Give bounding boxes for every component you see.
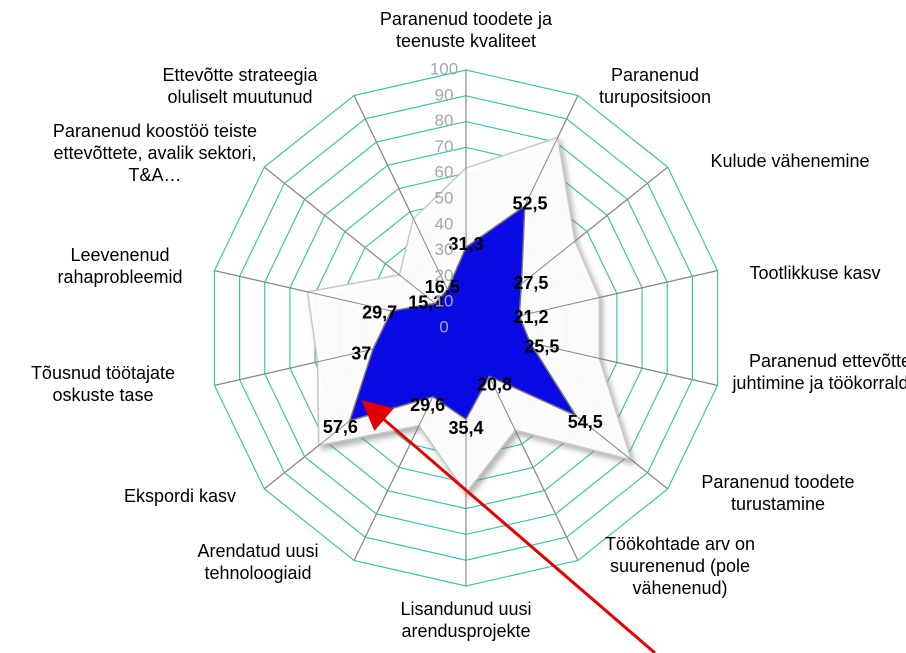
category-label: Ettevõtte strateegia oluliselt muutunud (162, 65, 318, 107)
category-label: Arendatud uusi tehnoloogiaid (197, 541, 319, 583)
r-tick-label: 50 (435, 188, 454, 207)
data-label: 29,6 (410, 395, 445, 415)
data-label: 15,3 (408, 292, 443, 312)
data-label: 29,7 (362, 302, 397, 322)
data-label: 57,6 (323, 417, 358, 437)
category-label: Paranenud ettevõtte juhtimine ja töökorr… (732, 351, 906, 393)
data-label: 54,5 (568, 412, 603, 432)
data-label: 27,5 (513, 273, 548, 293)
category-label: Tootlikkuse kasv (749, 263, 881, 283)
data-label: 52,5 (512, 193, 547, 213)
category-label: Lisandunud uusi arendusprojekte (400, 599, 532, 641)
r-tick-label: 100 (430, 59, 458, 78)
series-area (348, 204, 578, 422)
r-tick-label: 0 (439, 317, 448, 336)
r-tick-label: 80 (435, 111, 454, 130)
r-tick-label: 10 (435, 292, 454, 311)
r-tick-label: 40 (435, 214, 454, 233)
labels: 31,3 52,5 27,5 21,2 25,5 54,5 20,8 35,429,6 57,6… (323, 59, 603, 438)
r-tick-label: 20 (435, 266, 454, 285)
data-label: 31,3 (448, 234, 483, 254)
category-label: Kulude vähenemine (710, 151, 870, 171)
r-tick-label: 70 (435, 137, 454, 156)
category-label: Paranenud koostöö teiste ettevõttete, av… (52, 121, 258, 185)
r-tick-label: 30 (435, 240, 454, 259)
category-label: Tõusnud töötajate oskuste tase (30, 363, 176, 405)
r-tick-label: 60 (435, 163, 454, 182)
spoke (263, 166, 467, 329)
category-label: Paranenud turupositsioon (598, 65, 712, 107)
arrow (361, 400, 656, 653)
category-label: Töökohtade arv on suurenenud (pole vähen… (604, 534, 756, 598)
data-label: 21,2 (514, 307, 549, 327)
category-label: Paranenud toodete ja teenuste kvaliteet (379, 9, 553, 51)
data-label: 25,5 (524, 337, 559, 357)
data-label: 16,5 (425, 277, 460, 297)
data-label: 20,8 (477, 375, 512, 395)
r-tick-label: 90 (435, 85, 454, 104)
data-label: 37 (351, 343, 371, 363)
data-label: 35,4 (448, 418, 483, 438)
category-label: Ekspordi kasv (123, 486, 237, 506)
category-label: Leevenenud rahaprobleemid (57, 245, 183, 287)
category-label: Paranenud toodete turustamine (701, 472, 855, 514)
